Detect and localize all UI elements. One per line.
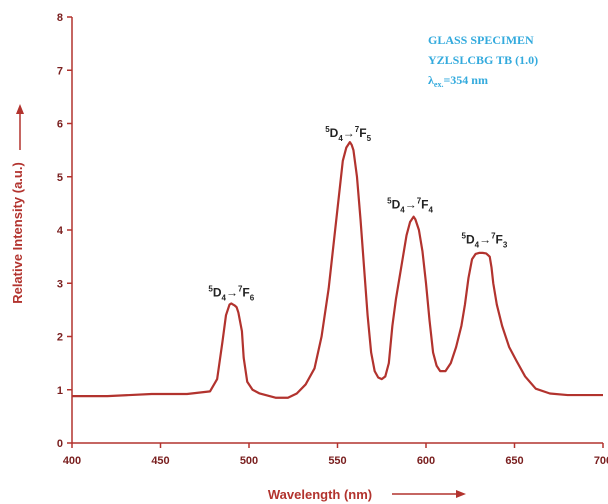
peak-annotations: 5D4→7F6 5D4→7F5 5D4→7F4 5D4→7F3 xyxy=(208,125,507,303)
axes xyxy=(71,17,603,444)
y-axis-title: Relative Intensity (a.u.) xyxy=(10,162,25,304)
specimen-line-3: λex.=354 nm xyxy=(428,73,488,89)
y-axis-arrow xyxy=(16,104,24,150)
y-axis-ticks: 0 1 2 3 4 5 6 7 8 xyxy=(57,12,72,450)
y-tick-label: 6 xyxy=(57,119,63,131)
y-tick-label: 4 xyxy=(57,225,64,237)
x-axis-ticks: 400 450 500 550 600 650 700 xyxy=(63,443,608,467)
series-layer xyxy=(72,141,603,399)
peak-label-f6: 5D4→7F6 xyxy=(208,285,254,303)
peak-label-f5: 5D4→7F5 xyxy=(325,125,371,143)
peak-label-f3: 5D4→7F3 xyxy=(461,231,507,249)
x-axis-title: Wavelength (nm) xyxy=(268,487,372,502)
series-line xyxy=(72,141,603,399)
y-tick-label: 0 xyxy=(57,438,63,450)
x-tick-label: 450 xyxy=(151,455,169,467)
specimen-line-1: GLASS SPECIMEN xyxy=(428,33,534,47)
y-tick-label: 7 xyxy=(57,65,63,77)
specimen-line-2: YZLSLCBG TB (1.0) xyxy=(428,53,538,67)
x-tick-label: 600 xyxy=(417,455,435,467)
y-tick-label: 8 xyxy=(57,12,63,24)
x-axis-arrow xyxy=(392,490,466,498)
x-tick-label: 700 xyxy=(594,455,608,467)
specimen-info: GLASS SPECIMEN YZLSLCBG TB (1.0) λex.=35… xyxy=(428,33,538,89)
y-tick-label: 3 xyxy=(57,278,63,290)
peak-label-f4: 5D4→7F4 xyxy=(387,197,433,215)
x-tick-label: 500 xyxy=(240,455,258,467)
x-tick-label: 400 xyxy=(63,455,81,467)
x-tick-label: 550 xyxy=(328,455,346,467)
x-tick-label: 650 xyxy=(505,455,523,467)
y-tick-label: 2 xyxy=(57,332,63,344)
y-tick-label: 1 xyxy=(57,385,63,397)
y-tick-label: 5 xyxy=(57,172,63,184)
